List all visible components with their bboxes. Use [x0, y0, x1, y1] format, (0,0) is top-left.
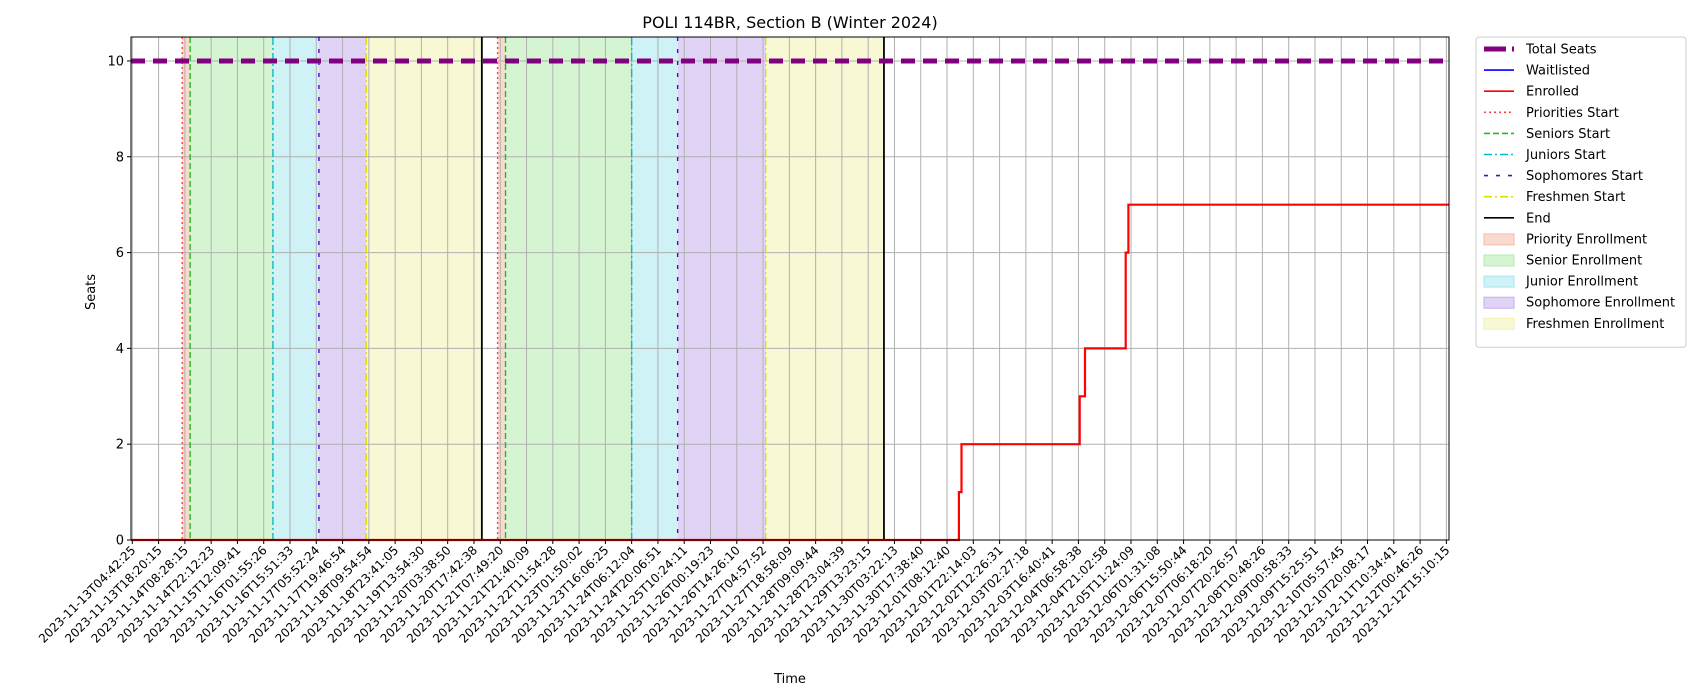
legend-label-priorities-start: Priorities Start	[1526, 106, 1619, 121]
phase-spans	[182, 37, 884, 540]
legend-label-sophomore-enrollment: Sophomore Enrollment	[1526, 296, 1675, 311]
y-tick-label: 0	[116, 534, 124, 549]
span-sophomore-enrollment	[677, 37, 766, 540]
y-tick-label: 8	[116, 150, 124, 165]
grid-lines	[131, 37, 1449, 541]
legend-label-junior-enrollment: Junior Enrollment	[1525, 275, 1638, 290]
y-tick-label: 6	[116, 246, 124, 261]
y-axis-ticks: 0 2 4 6 8 10	[107, 54, 131, 549]
x-axis-label: Time	[773, 672, 806, 687]
y-tick-label: 4	[116, 342, 124, 357]
legend-label-enrolled: Enrolled	[1526, 85, 1579, 100]
span-junior-enrollment	[631, 37, 678, 540]
span-priority-enrollment	[182, 37, 191, 540]
legend: Total Seats Waitlisted Enrolled Priorities …	[1475, 36, 1687, 348]
legend-label-juniors-start: Juniors Start	[1525, 148, 1606, 163]
legend-label-freshmen-enrollment: Freshmen Enrollment	[1526, 317, 1664, 332]
legend-box	[1475, 36, 1687, 348]
legend-label-total-seats: Total Seats	[1525, 43, 1597, 58]
legend-swatch-freshmen-enrollment	[1483, 317, 1515, 330]
span-junior-enrollment	[272, 37, 319, 540]
span-freshmen-enrollment	[765, 37, 884, 540]
span-freshmen-enrollment	[366, 37, 482, 540]
y-axis-label: Seats	[84, 274, 99, 310]
legend-swatch-junior-enrollment	[1483, 275, 1515, 288]
span-priority-enrollment	[497, 37, 506, 540]
axes-frame	[130, 36, 1450, 541]
legend-label-end: End	[1526, 211, 1551, 226]
legend-swatch-sophomore-enrollment	[1483, 296, 1515, 309]
span-senior-enrollment	[190, 37, 273, 540]
legend-swatch-senior-enrollment	[1483, 254, 1515, 267]
legend-label-waitlisted: Waitlisted	[1526, 64, 1590, 79]
series-enrolled	[131, 203, 1449, 542]
span-senior-enrollment	[505, 37, 632, 540]
legend-label-freshmen-start: Freshmen Start	[1526, 190, 1625, 205]
legend-label-seniors-start: Seniors Start	[1526, 127, 1610, 142]
y-tick-label: 10	[107, 54, 124, 69]
legend-label-priority-enrollment: Priority Enrollment	[1526, 232, 1647, 247]
legend-label-senior-enrollment: Senior Enrollment	[1526, 254, 1642, 269]
legend-swatch-priority-enrollment	[1483, 233, 1515, 246]
legend-label-sophomores-start: Sophomores Start	[1526, 169, 1643, 184]
phase-markers	[181, 37, 885, 540]
y-tick-label: 2	[116, 438, 124, 453]
chart-title: POLI 114BR, Section B (Winter 2024)	[642, 13, 937, 32]
